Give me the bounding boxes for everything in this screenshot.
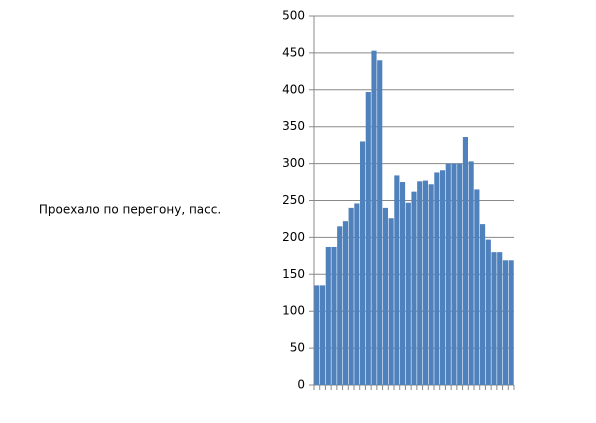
- bar: [337, 226, 343, 385]
- bar: [445, 163, 451, 385]
- bar: [354, 203, 360, 385]
- bar: [394, 175, 400, 385]
- bar: [348, 207, 354, 385]
- y-tick-label: 250: [282, 193, 305, 207]
- y-tick-label: 400: [282, 82, 305, 96]
- y-tick-label: 500: [282, 9, 305, 23]
- bar: [485, 239, 491, 385]
- bar: [342, 221, 348, 385]
- bar: [325, 246, 331, 385]
- y-tick-label: 300: [282, 156, 305, 170]
- y-tick-label: 450: [282, 45, 305, 59]
- bar: [474, 189, 480, 385]
- y-tick-label: 150: [282, 267, 305, 281]
- bar: [462, 137, 468, 385]
- bar: [411, 191, 417, 385]
- bar: [377, 60, 383, 385]
- bar: [360, 141, 366, 385]
- bar: [508, 260, 514, 385]
- y-tick-label: 100: [282, 304, 305, 318]
- bar: [434, 172, 440, 385]
- y-tick-label: 50: [290, 341, 305, 355]
- bar: [451, 163, 457, 385]
- y-tick-label: 0: [297, 378, 305, 392]
- bar: [400, 182, 406, 385]
- bar: [422, 180, 428, 385]
- bar: [331, 246, 337, 385]
- bar: [365, 92, 371, 385]
- y-axis-label: Проехало по перегону, пасс.: [39, 203, 221, 217]
- bar: [382, 207, 388, 385]
- bar: [497, 252, 503, 385]
- bar: [371, 50, 377, 385]
- bar: [320, 285, 326, 385]
- bar: [388, 218, 394, 385]
- bar: [405, 202, 411, 385]
- bar: [457, 163, 463, 385]
- y-tick-label: 350: [282, 119, 305, 133]
- bar: [417, 181, 423, 385]
- bar: [502, 260, 508, 385]
- bar: [440, 170, 446, 385]
- bar: [468, 161, 474, 385]
- bar: [314, 285, 320, 385]
- bar: [491, 252, 497, 385]
- bar: [480, 224, 486, 385]
- bar: [428, 184, 434, 385]
- y-tick-label: 200: [282, 230, 305, 244]
